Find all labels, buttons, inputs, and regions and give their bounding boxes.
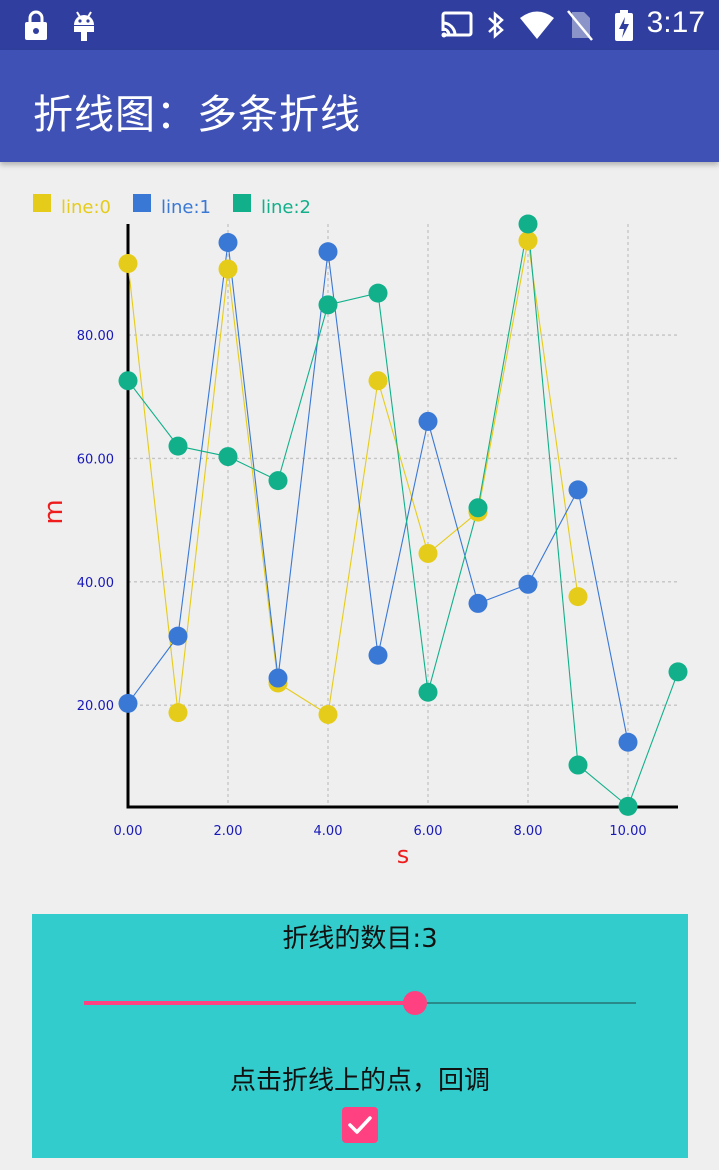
chart-series xyxy=(118,214,688,816)
data-point[interactable] xyxy=(568,755,588,775)
data-point[interactable] xyxy=(368,283,388,303)
data-point[interactable] xyxy=(568,480,588,500)
x-axis-label: s xyxy=(397,841,410,869)
battery-charging-icon xyxy=(615,10,633,41)
line-count-slider[interactable] xyxy=(84,990,636,1018)
line-chart: line:0 line:1 line:2 0.00 2.00 4.00 6.00 8.00 1… xyxy=(33,194,688,869)
wifi-icon xyxy=(520,11,554,39)
no-sim-icon xyxy=(567,10,593,41)
app-bar: 折线图：多条折线 xyxy=(0,50,719,162)
legend-swatch xyxy=(233,194,251,212)
y-tick-label: 60.00 xyxy=(77,452,114,467)
data-point[interactable] xyxy=(218,259,238,279)
data-point[interactable] xyxy=(218,447,238,467)
data-point[interactable] xyxy=(268,471,288,491)
x-tick-label: 8.00 xyxy=(514,824,543,839)
data-point[interactable] xyxy=(118,253,138,273)
x-tick-label: 2.00 xyxy=(214,824,243,839)
data-point[interactable] xyxy=(268,668,288,688)
data-point[interactable] xyxy=(168,626,188,646)
data-point[interactable] xyxy=(618,732,638,752)
x-tick-label: 10.00 xyxy=(609,824,646,839)
data-point[interactable] xyxy=(418,543,438,563)
data-point[interactable] xyxy=(168,703,188,723)
legend-label: line:1 xyxy=(161,197,211,218)
series-line-2 xyxy=(127,223,679,808)
legend-label: line:0 xyxy=(61,197,111,218)
legend-swatch xyxy=(33,194,51,212)
slider-fill xyxy=(84,1001,416,1005)
data-point[interactable] xyxy=(518,214,538,234)
controls-panel: 折线的数目:3 点击折线上的点，回调 xyxy=(32,914,688,1158)
callback-checkbox[interactable] xyxy=(342,1107,378,1143)
data-point[interactable] xyxy=(318,242,338,262)
check-icon xyxy=(348,1116,372,1134)
data-point[interactable] xyxy=(518,574,538,594)
x-tick-label: 6.00 xyxy=(414,824,443,839)
status-time: 3:17 xyxy=(646,6,705,39)
tick-labels: 0.00 2.00 4.00 6.00 8.00 10.00 20.00 40.00 60.00… xyxy=(77,329,647,839)
y-axis-label: m xyxy=(39,499,69,524)
x-tick-label: 4.00 xyxy=(314,824,343,839)
y-tick-label: 80.00 xyxy=(77,329,114,344)
y-tick-label: 40.00 xyxy=(77,576,114,591)
chart-grid xyxy=(128,224,678,807)
bluetooth-icon xyxy=(488,11,504,39)
data-point[interactable] xyxy=(418,411,438,431)
status-bar: 3:17 xyxy=(0,0,719,50)
callback-label: 点击折线上的点，回调 xyxy=(229,1066,490,1096)
data-point[interactable] xyxy=(568,587,588,607)
data-point[interactable] xyxy=(368,645,388,665)
data-point[interactable] xyxy=(518,231,538,251)
data-point[interactable] xyxy=(368,371,388,391)
chart-legend: line:0 line:1 line:2 xyxy=(33,194,311,218)
lock-icon xyxy=(25,10,47,40)
x-tick-label: 0.00 xyxy=(114,824,143,839)
data-point[interactable] xyxy=(468,498,488,518)
y-tick-label: 20.00 xyxy=(77,699,114,714)
data-point[interactable] xyxy=(218,233,238,253)
cast-icon xyxy=(440,11,473,38)
page-title: 折线图：多条折线 xyxy=(33,92,361,138)
data-point[interactable] xyxy=(318,295,338,315)
legend-swatch xyxy=(133,194,151,212)
data-point[interactable] xyxy=(618,796,638,816)
android-icon xyxy=(74,11,94,41)
data-point[interactable] xyxy=(418,682,438,702)
line-count-label: 折线的数目:3 xyxy=(282,924,438,954)
data-point[interactable] xyxy=(168,436,188,456)
data-point[interactable] xyxy=(468,593,488,613)
series-line-0 xyxy=(127,240,579,716)
data-point[interactable] xyxy=(118,371,138,391)
legend-label: line:2 xyxy=(261,197,311,218)
chart-axes xyxy=(126,224,678,809)
data-point[interactable] xyxy=(318,704,338,724)
data-point[interactable] xyxy=(668,662,688,682)
data-point[interactable] xyxy=(118,693,138,713)
slider-thumb[interactable] xyxy=(403,991,428,1015)
